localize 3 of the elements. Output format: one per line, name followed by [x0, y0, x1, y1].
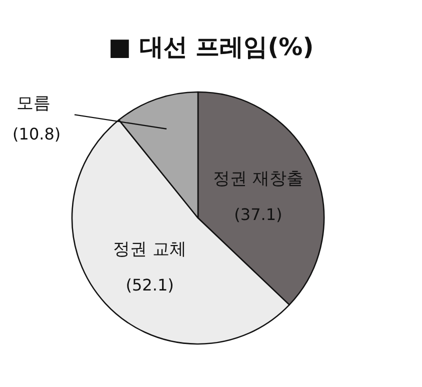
data-label: (10.8): [12, 124, 61, 144]
slice-label: 모름: [16, 94, 51, 114]
chart-title: ■ 대선 프레임(%): [108, 33, 314, 61]
